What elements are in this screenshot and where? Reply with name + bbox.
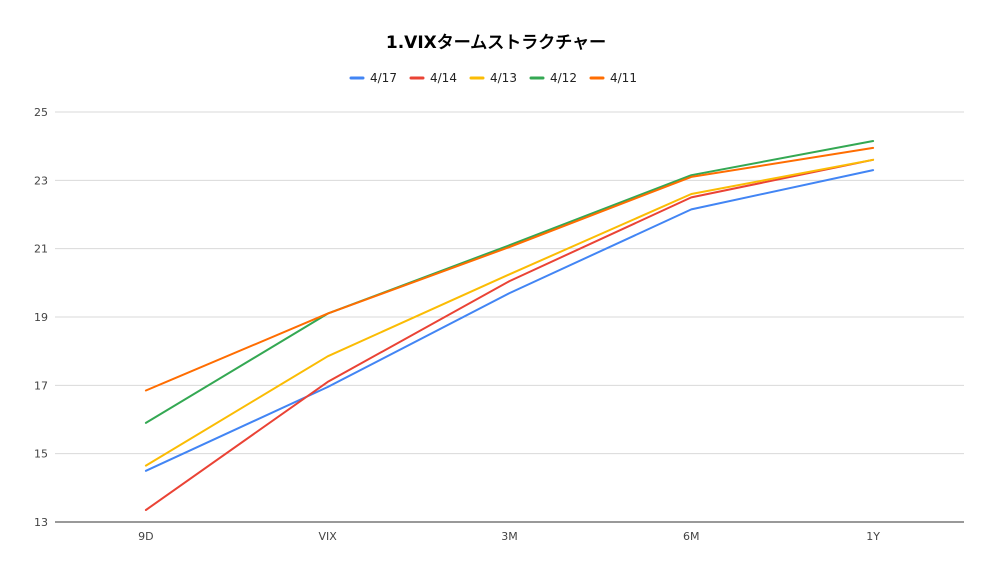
series-line-4-13 (144, 158, 875, 467)
x-axis: 9D VIX 3M 6M 1Y (138, 530, 880, 543)
legend-item: 4/12 (529, 71, 577, 85)
legend-item: 4/14 (409, 71, 457, 85)
series-line-4-14 (144, 158, 875, 511)
legend-item: 4/13 (469, 71, 517, 85)
y-tick-label: 15 (34, 448, 48, 461)
y-tick-label: 21 (34, 243, 48, 256)
x-tick-label: 3M (501, 530, 518, 543)
legend-label: 4/17 (370, 71, 397, 85)
series-line-4-17 (144, 169, 875, 472)
gridlines (55, 111, 964, 523)
legend-label: 4/13 (490, 71, 517, 85)
y-tick-label: 25 (34, 106, 48, 119)
legend-item: 4/17 (349, 71, 397, 85)
y-tick-label: 23 (34, 174, 48, 187)
series-line-4-12 (144, 140, 875, 424)
chart-title: 1.VIXタームストラクチャー (386, 33, 606, 53)
legend-label: 4/12 (550, 71, 577, 85)
x-tick-label: 6M (683, 530, 700, 543)
y-axis: 13 15 17 19 21 23 25 (34, 106, 48, 529)
series-group (144, 140, 875, 511)
x-tick-label: 1Y (866, 530, 880, 543)
legend-label: 4/14 (430, 71, 457, 85)
legend: 4/17 4/14 4/13 4/12 4/11 (349, 71, 637, 85)
x-tick-label: 9D (138, 530, 153, 543)
x-tick-label: VIX (319, 530, 338, 543)
legend-label: 4/11 (610, 71, 637, 85)
series-line-4-11 (144, 146, 875, 392)
y-tick-label: 13 (34, 516, 48, 529)
y-tick-label: 19 (34, 311, 48, 324)
legend-item: 4/11 (589, 71, 637, 85)
y-tick-label: 17 (34, 379, 48, 392)
